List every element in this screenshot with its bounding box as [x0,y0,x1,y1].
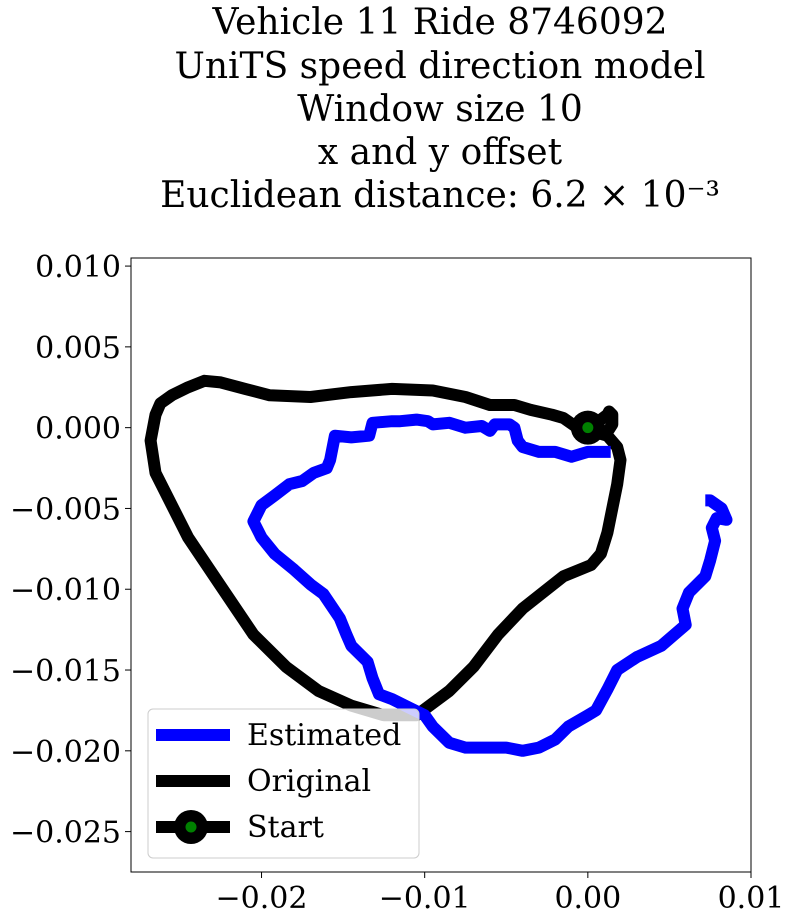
y-tick-label: −0.025 [10,816,121,851]
series-line-estimated [247,413,733,757]
x-tick-label: 0.00 [554,881,621,916]
y-tick-label: 0.005 [35,331,121,366]
x-tick-label: 0.01 [718,881,785,916]
y-tick-label: 0.010 [35,250,121,285]
x-tick-label: −0.01 [379,881,471,916]
legend-start-marker-dot [185,821,197,833]
title-line-5: Euclidean distance: 6.2 × 10⁻³ [160,175,720,216]
y-tick-label: −0.015 [10,654,121,689]
legend-box [147,708,420,859]
title-line-1: Vehicle 11 Ride 8746092 [211,2,667,43]
y-tick-label: −0.020 [10,735,121,770]
plot-area-frame [130,257,752,873]
axis-ticks: −0.02 −0.01 0.00 0.01 0.010 0.005 0.000 −0.005 −… [10,250,784,916]
y-tick-label: 0.000 [35,412,121,447]
x-tick-label: −0.02 [216,881,308,916]
legend-label-start: Start [247,810,324,845]
legend-label-estimated: Estimated [247,718,401,753]
chart-title: Vehicle 11 Ride 8746092 UniTS speed dire… [160,2,720,216]
title-line-2: UniTS speed direction model [175,46,706,87]
y-tick-label: −0.005 [10,492,121,527]
series-layer [144,374,733,757]
start-marker-dot [582,422,594,434]
title-line-3: Window size 10 [297,89,583,130]
legend: Estimated Original Start [147,708,420,859]
y-tick-label: −0.010 [10,573,121,608]
title-line-4: x and y offset [318,132,563,173]
legend-label-original: Original [247,764,371,799]
series-line-original [144,374,627,722]
